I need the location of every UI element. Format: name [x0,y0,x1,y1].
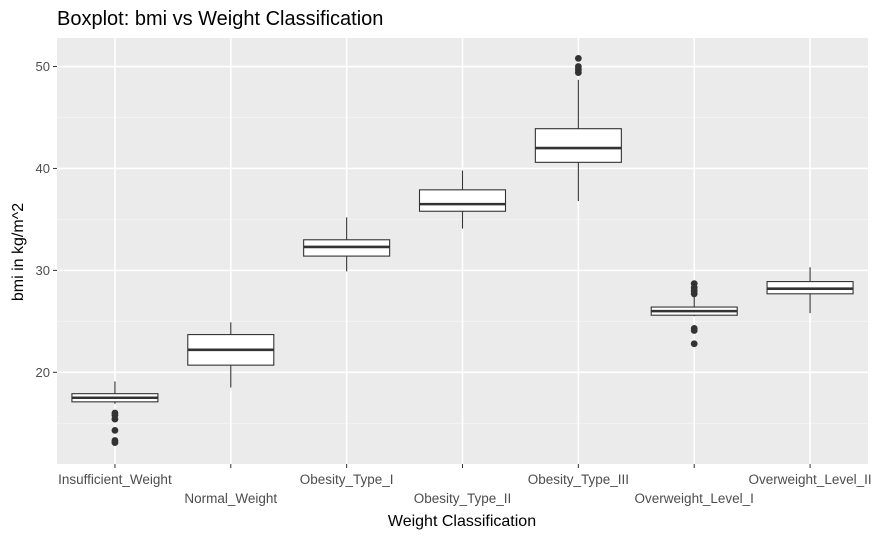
outlier-point [111,415,119,423]
outlier-point [111,426,119,434]
x-tick-label: Obesity_Type_II [414,491,512,506]
y-tick-label: 20 [36,365,50,380]
box-Overweight_Level_I [650,280,738,348]
x-tick-label: Obesity_Type_I [300,472,394,487]
outlier-point [690,290,698,298]
outlier-point [111,439,119,446]
x-tick-label: Overweight_Level_I [635,491,754,506]
x-tick-label: Obesity_Type_III [528,472,629,487]
box-Normal_Weight [187,322,275,388]
box-Overweight_Level_II [766,267,854,314]
box-Obesity_Type_II [418,170,507,229]
box-iqr [418,189,507,212]
y-tick-label: 40 [36,161,50,176]
x-axis-title: Weight Classification [388,513,536,530]
outlier-point [574,63,582,70]
y-tick-label: 30 [36,263,50,278]
x-axis: Insufficient_Weight Normal_Weight Obesity_… [58,464,872,506]
x-tick-label: Normal_Weight [184,491,277,506]
outlier-point [690,327,698,334]
box-iqr [534,128,622,163]
x-tick-label: Insufficient_Weight [58,472,172,487]
box-Insufficient_Weight [71,381,159,446]
y-axis-title: bmi in kg/m^2 [10,203,27,301]
box-series [71,54,854,446]
x-tick-label: Overweight_Level_II [749,472,872,487]
box-Obesity_Type_III [534,54,622,202]
box-Obesity_Type_I [303,217,391,272]
outlier-point [690,340,698,348]
chart-title: Boxplot: bmi vs Weight Classification [57,8,383,30]
y-tick-label: 50 [36,59,50,74]
y-axis: 20 30 40 50 [36,59,57,380]
outlier-point [574,54,582,62]
